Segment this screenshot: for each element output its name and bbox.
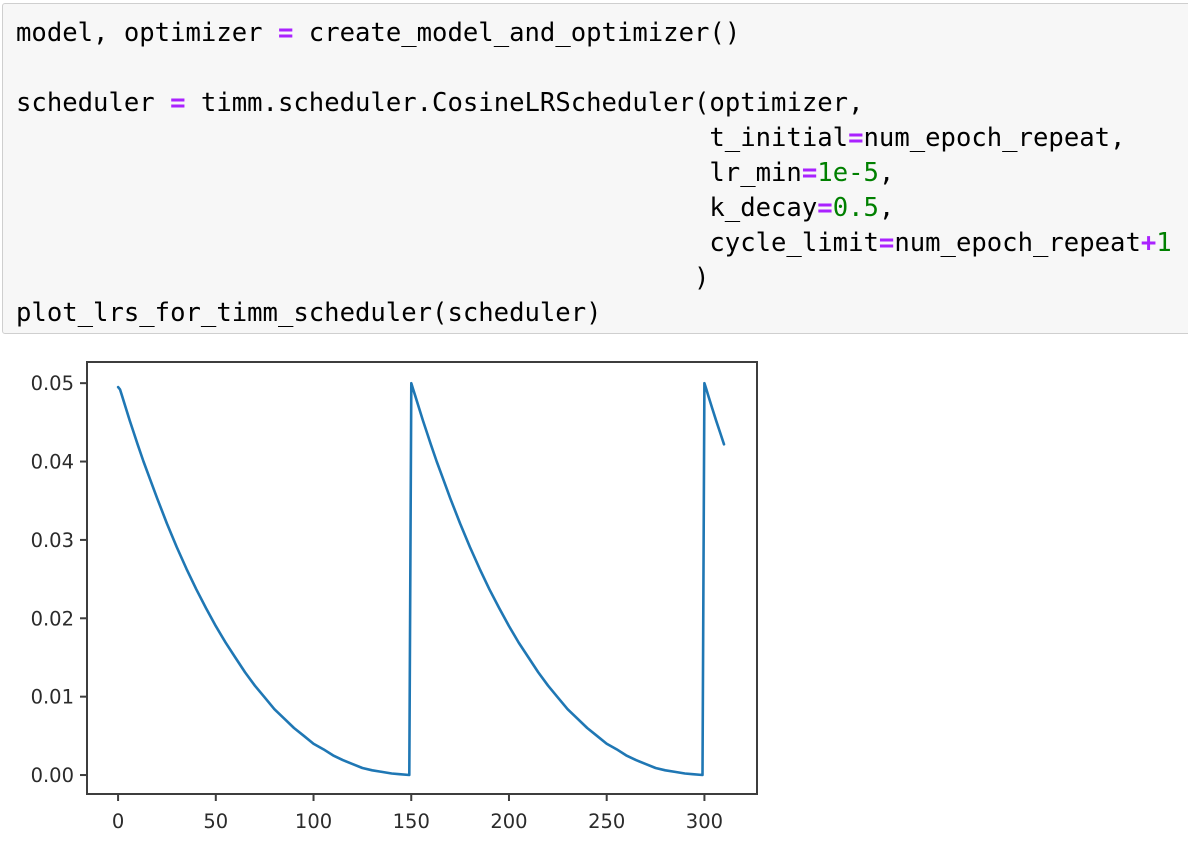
code-token: , <box>878 158 895 188</box>
code-token: = <box>878 228 895 258</box>
y-axis: 0.00 0.01 0.02 0.03 0.04 0.05 <box>31 372 87 787</box>
code-token: num_epoch_repeat, <box>863 123 1126 153</box>
code-token: = <box>277 18 294 48</box>
y-tick-label: 0.01 <box>31 686 74 709</box>
code-token: 1e-5 <box>817 158 879 188</box>
code-token: = <box>817 193 833 223</box>
code-token: = <box>170 88 186 118</box>
y-tick-label: 0.04 <box>31 451 74 474</box>
code-token: timm.scheduler.CosineLRScheduler(optimiz… <box>185 88 864 118</box>
code-token: 1 <box>1156 228 1172 258</box>
y-tick-label: 0.05 <box>31 372 74 395</box>
x-tick-label: 300 <box>686 810 723 833</box>
code-cell[interactable]: model, optimizer = create_model_and_opti… <box>2 3 1188 334</box>
code-token: lr_min <box>16 158 802 188</box>
x-tick-label: 250 <box>588 810 625 833</box>
code-token: t_initial <box>16 123 849 153</box>
code-editor[interactable]: model, optimizer = create_model_and_opti… <box>3 4 1188 331</box>
y-tick-label: 0.02 <box>31 607 74 630</box>
code-token: model, optimizer <box>16 18 278 48</box>
lr-schedule-plot: 0 50 100 150 200 250 3000.000.010.020.030.040.… <box>31 361 758 833</box>
code-token: scheduler <box>16 88 171 118</box>
code-token: cycle_limit <box>16 228 879 258</box>
plot-output-area: 0 50 100 150 200 250 300 0.00 0.01 0.02 0.03 0.04 0.… <box>0 345 790 860</box>
code-token: 0.5 <box>832 193 879 223</box>
x-tick-label: 50 <box>203 810 228 833</box>
code-token: = <box>848 123 864 153</box>
code-token: k_decay <box>16 193 818 223</box>
y-tick-label: 0.00 <box>31 764 74 787</box>
code-token: , <box>878 193 895 223</box>
x-tick-label: 100 <box>295 810 332 833</box>
x-tick-label: 200 <box>490 810 527 833</box>
x-tick-label: 150 <box>393 810 430 833</box>
y-tick-label: 0.03 <box>31 529 74 552</box>
code-token: plot_lrs_for_timm_scheduler(scheduler) <box>16 298 602 328</box>
code-token: num_epoch_repeat <box>894 228 1141 258</box>
code-token: create_model_and_optimizer() <box>293 18 741 48</box>
code-token: = <box>801 158 818 188</box>
lr-curve <box>116 381 726 777</box>
code-token: + <box>1140 228 1157 258</box>
x-axis: 0 50 100 150 200 250 300 <box>112 794 723 833</box>
x-tick-label: 0 <box>112 810 124 833</box>
code-token: ) <box>16 263 710 293</box>
plot-frame <box>86 361 758 795</box>
